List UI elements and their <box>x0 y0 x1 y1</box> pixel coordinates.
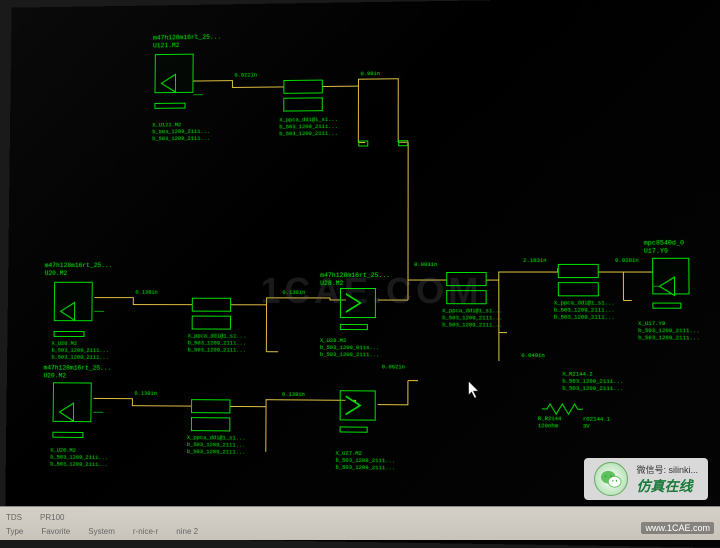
u20-f3: b_503_1209_2111... <box>51 355 109 361</box>
u20b-f3: b_503_1209_2111... <box>50 461 108 468</box>
footer-c6: r-nice-r <box>133 527 158 536</box>
tl-left-a2[interactable] <box>192 316 231 330</box>
u28-pad <box>340 324 368 330</box>
overlay-line1: 微信号: silinki... <box>636 463 698 476</box>
tl-lb-f3: b_503_1209_2111... <box>187 449 246 456</box>
tl-left-b1[interactable] <box>191 399 230 413</box>
tl-right-a1[interactable] <box>558 264 599 278</box>
u20b-ref: U20.M2 <box>43 372 66 379</box>
status-bar: TDS PR100 Type Favorite System r-nice-r … <box>0 506 720 540</box>
u17-f3: b_503_1209_2111... <box>638 335 700 341</box>
u121-pad <box>154 103 185 109</box>
footer-c1: TDS <box>6 513 22 522</box>
tl-top-f3: b_503_1209_2111... <box>279 131 338 137</box>
site-watermark: www.1CAE.com <box>641 522 714 534</box>
u20-buffer-icon <box>60 301 76 321</box>
u20-pad <box>54 331 85 337</box>
u17-ref: U17.Y9 <box>644 248 668 255</box>
u20-ref: U20.M2 <box>45 270 68 277</box>
tl-la-f3: b_503_1209_2111... <box>188 347 246 353</box>
tl-left-b2[interactable] <box>191 417 230 431</box>
via1 <box>358 141 368 147</box>
u20b-buffer-icon <box>58 402 74 422</box>
len-l5: 0.003in <box>414 262 437 268</box>
u20b-title: m47h128m16rt_25... <box>44 364 112 371</box>
tl-ma-f3: b_503_1209_2111... <box>442 322 502 328</box>
r2144-v2: 120ohm <box>538 423 558 429</box>
footer-c5: System <box>88 527 115 536</box>
tl-top-a[interactable] <box>283 80 322 94</box>
u20b-pad <box>52 432 83 438</box>
u121-title: m47h128m16rt_25... <box>153 34 221 42</box>
len-l11: 0.049in <box>521 353 545 359</box>
len-l2: 0.98in <box>360 71 380 77</box>
via2 <box>398 140 408 146</box>
wechat-icon <box>594 462 628 496</box>
len-l1: 0.022in <box>234 72 257 78</box>
mouse-cursor-icon <box>468 381 480 399</box>
u27-f3: b_503_1209_2111... <box>335 465 395 472</box>
u20-title: m47h128m16rt_25... <box>45 262 113 269</box>
len-l9: 0.139in <box>282 392 305 398</box>
u17-pad <box>652 303 681 309</box>
overlay-line2: 仿真在线 <box>636 476 698 496</box>
footer-c2: PR100 <box>40 513 64 522</box>
u28-f3: b_503_1209_2111... <box>320 352 379 358</box>
tl-left-a1[interactable] <box>192 298 231 312</box>
u17-title: mpc8540d_0 <box>644 239 684 246</box>
u121-ref: U121.M2 <box>153 42 180 49</box>
u27-pad <box>340 426 368 432</box>
tl-ra-f3: b_503_1209_2111... <box>554 315 615 321</box>
u121-buffer-icon <box>160 73 176 93</box>
r2144-v4: 3V <box>583 424 590 430</box>
tl-top-b[interactable] <box>283 97 323 111</box>
tl-right-a2[interactable] <box>558 282 599 296</box>
len-l10: 0.062in <box>382 364 405 370</box>
tl-mid-a2[interactable] <box>446 290 486 304</box>
u121-f3: b_503_1209_2111... <box>152 136 210 142</box>
len-l4: 0.138in <box>282 290 305 296</box>
r2144-f3: b_503_1209_2111... <box>562 386 623 393</box>
len-l7: 0.028in <box>615 258 639 264</box>
footer-c3: Type <box>6 527 23 536</box>
len-l3: 0.138in <box>135 290 158 296</box>
u28-title: m47h128m16rt_25... <box>320 272 390 279</box>
footer-c7: nine 2 <box>176 527 198 536</box>
wechat-overlay: 微信号: silinki... 仿真在线 <box>584 458 708 500</box>
tl-mid-a1[interactable] <box>446 272 486 286</box>
len-l8: 0.139in <box>134 391 157 397</box>
footer-c4: Favorite <box>41 527 70 536</box>
len-l6: 2.183in <box>523 258 547 264</box>
u28-ref: U28.M2 <box>320 280 343 287</box>
u17-buffer-icon <box>658 276 675 296</box>
